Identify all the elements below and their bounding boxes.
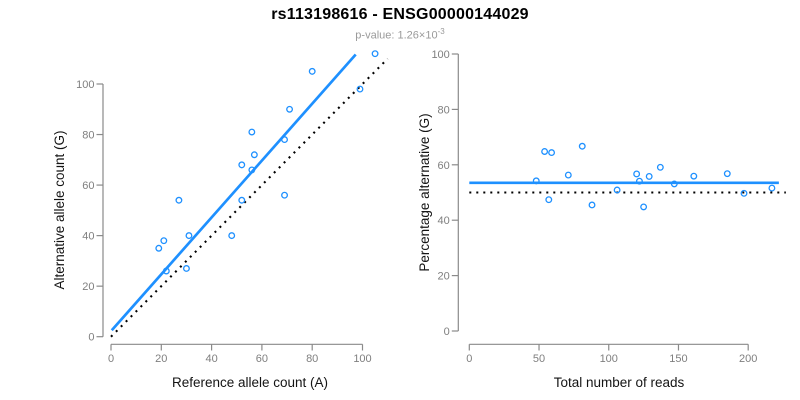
y-axis-title: Alternative allele count (G) bbox=[52, 130, 67, 289]
y-tick-label: 60 bbox=[82, 180, 94, 192]
data-point bbox=[633, 170, 641, 178]
data-point bbox=[588, 201, 596, 209]
left-scatter-allele-counts: 0 20 40 60 80 100 0 20 40 60 80 100 Reference allele… bbox=[52, 50, 389, 390]
identity-line bbox=[110, 57, 389, 338]
figure-title: rs113198616 - ENSG00000144029 bbox=[271, 6, 529, 23]
x-tick-label: 200 bbox=[739, 353, 757, 365]
data-point bbox=[564, 171, 572, 179]
data-point bbox=[690, 172, 698, 180]
y-tick-label: 40 bbox=[438, 215, 450, 227]
data-point bbox=[250, 151, 258, 159]
x-axis-title: Total number of reads bbox=[554, 375, 685, 390]
data-point bbox=[371, 50, 379, 58]
x-tick-label: 50 bbox=[533, 353, 545, 365]
data-point bbox=[238, 161, 246, 169]
data-point bbox=[248, 166, 256, 174]
data-point bbox=[162, 267, 170, 275]
data-point bbox=[635, 177, 643, 185]
data-point bbox=[248, 128, 256, 136]
y-tick-label: 100 bbox=[76, 79, 94, 91]
x-tick-label: 80 bbox=[306, 353, 318, 365]
data-point bbox=[768, 184, 776, 192]
y-tick-label: 100 bbox=[431, 49, 449, 61]
data-point bbox=[155, 244, 163, 252]
y-tick-label: 80 bbox=[82, 130, 94, 142]
data-point bbox=[160, 237, 168, 245]
x-tick-label: 0 bbox=[466, 353, 472, 365]
x-tick-label: 20 bbox=[155, 353, 167, 365]
y-tick-label: 20 bbox=[438, 271, 450, 283]
data-point bbox=[656, 163, 664, 171]
x-tick-label: 100 bbox=[353, 353, 371, 365]
data-point bbox=[238, 196, 246, 204]
data-point bbox=[228, 232, 236, 240]
x-tick-label: 150 bbox=[669, 353, 687, 365]
data-point bbox=[185, 232, 193, 240]
data-point bbox=[545, 196, 553, 204]
data-point bbox=[281, 136, 288, 144]
data-point bbox=[356, 85, 364, 93]
data-point bbox=[182, 265, 190, 272]
data-point bbox=[723, 170, 731, 178]
right-scatter-percentage: 0 20 40 60 80 100 0 50 100 150 200 Total number of … bbox=[417, 49, 786, 390]
pvalue-text: p-value: 1.26×10 bbox=[355, 29, 438, 42]
x-axis-title: Reference allele count (A) bbox=[172, 375, 328, 390]
data-point bbox=[308, 67, 316, 75]
y-tick-label: 0 bbox=[88, 332, 94, 344]
data-point bbox=[640, 203, 648, 211]
data-point bbox=[281, 191, 288, 199]
data-point bbox=[670, 180, 678, 188]
y-tick-label: 40 bbox=[82, 231, 94, 243]
data-point bbox=[541, 148, 549, 155]
x-tick-label: 40 bbox=[205, 353, 217, 365]
y-tick-label: 0 bbox=[444, 326, 450, 338]
figure-subtitle-pvalue: p-value: 1.26×10-3 bbox=[0, 27, 800, 42]
data-point bbox=[578, 142, 586, 150]
y-tick-label: 20 bbox=[82, 281, 94, 293]
data-point bbox=[175, 196, 183, 204]
data-point bbox=[645, 172, 653, 180]
y-tick-label: 60 bbox=[438, 160, 450, 172]
x-tick-label: 0 bbox=[108, 353, 114, 365]
pvalue-exponent: -3 bbox=[437, 27, 445, 36]
data-point bbox=[532, 177, 540, 185]
x-tick-label: 60 bbox=[256, 353, 268, 365]
data-point bbox=[740, 189, 748, 197]
fit-line bbox=[110, 53, 357, 332]
data-point bbox=[286, 105, 294, 113]
y-tick-label: 80 bbox=[438, 104, 450, 116]
y-axis-title: Percentage alternative (G) bbox=[417, 113, 432, 271]
data-point bbox=[548, 149, 556, 157]
data-point bbox=[613, 186, 621, 194]
x-tick-label: 100 bbox=[600, 353, 618, 365]
